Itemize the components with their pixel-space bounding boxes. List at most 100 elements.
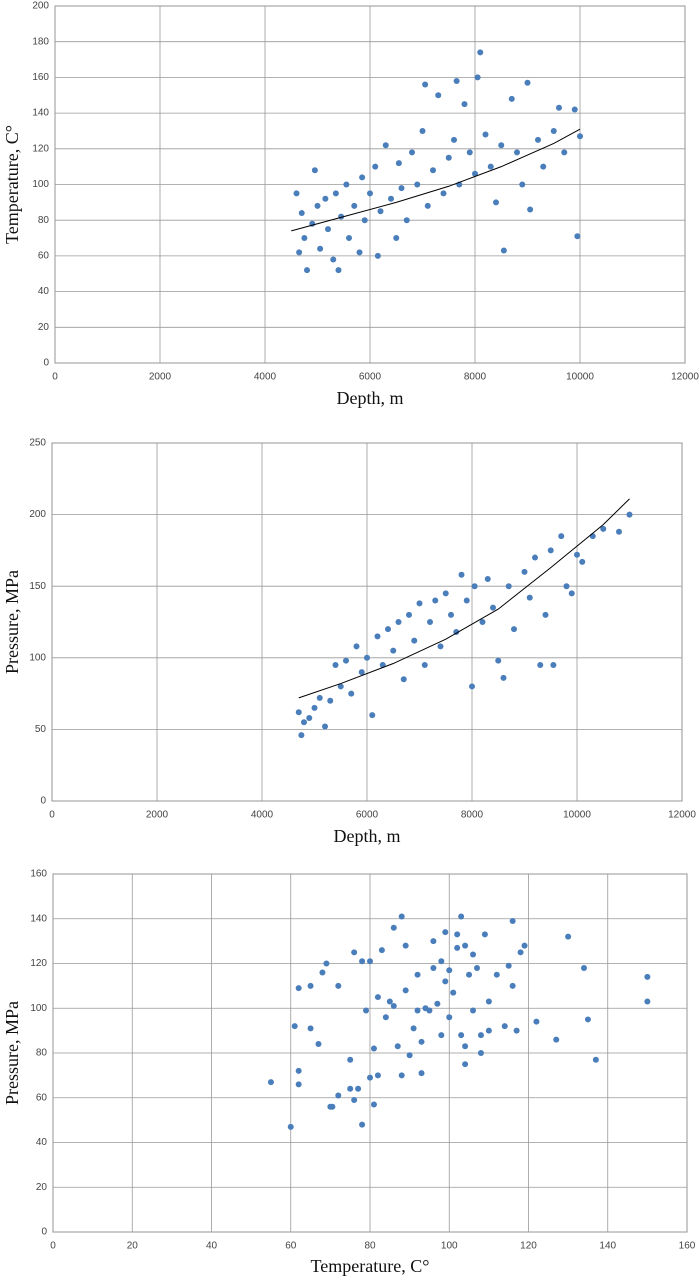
data-point: [500, 674, 507, 681]
data-point: [462, 942, 469, 949]
data-point: [458, 913, 465, 920]
data-point: [540, 163, 547, 170]
data-point: [537, 661, 544, 668]
data-point: [547, 547, 554, 554]
x-tick-label: 40: [206, 1241, 218, 1252]
data-point: [335, 982, 342, 989]
data-point: [451, 136, 457, 143]
x-tick-label: 6000: [356, 810, 379, 821]
x-tick-label: 140: [599, 1241, 616, 1252]
x-tick-label: 6000: [359, 372, 382, 383]
data-point: [470, 1007, 477, 1014]
data-point: [466, 149, 473, 156]
y-axis-title: Pressure, MPa: [2, 570, 22, 674]
data-point: [406, 611, 412, 618]
data-point: [329, 1103, 336, 1110]
data-point: [584, 1016, 591, 1023]
trendline: [298, 498, 630, 699]
data-point: [390, 647, 397, 654]
data-point: [390, 1003, 397, 1010]
data-point: [301, 719, 307, 726]
y-tick-label: 0: [43, 358, 49, 369]
data-point: [361, 217, 368, 224]
y-tick-label: 250: [29, 438, 46, 449]
data-point: [454, 944, 461, 951]
data-point: [448, 611, 454, 618]
data-point: [487, 163, 494, 170]
data-point: [644, 973, 651, 980]
data-point: [473, 964, 480, 971]
data-point: [514, 149, 520, 156]
data-point: [442, 929, 449, 936]
data-point: [367, 1074, 373, 1081]
data-point: [364, 654, 370, 661]
x-tick-label: 10000: [563, 810, 591, 821]
x-tick-label: 2000: [149, 372, 172, 383]
data-point: [445, 154, 452, 161]
data-point: [466, 971, 473, 978]
data-point: [558, 533, 565, 540]
x-tick-label: 8000: [464, 372, 487, 383]
y-tick-label: 50: [35, 724, 47, 735]
y-tick-label: 80: [36, 1048, 48, 1059]
data-point: [524, 79, 531, 86]
data-point: [484, 576, 491, 583]
x-tick-label: 160: [679, 1241, 696, 1252]
x-tick-label: 4000: [251, 810, 274, 821]
data-point: [323, 960, 330, 967]
x-tick-label: 0: [49, 810, 55, 821]
data-point: [563, 583, 570, 590]
data-point: [427, 619, 433, 625]
data-point: [370, 1045, 377, 1052]
data-point: [358, 669, 365, 676]
data-point: [403, 217, 410, 224]
data-point: [306, 714, 313, 721]
data-point: [626, 511, 633, 518]
data-point: [374, 633, 381, 640]
data-point: [377, 208, 384, 215]
data-point: [500, 247, 507, 254]
data-point: [493, 199, 499, 206]
y-tick-label: 200: [32, 1, 49, 12]
data-point: [393, 235, 400, 242]
data-point: [479, 619, 486, 625]
data-point: [343, 657, 349, 664]
data-point: [347, 1085, 354, 1092]
y-tick-label: 160: [32, 72, 49, 83]
data-point: [430, 964, 437, 971]
data-point: [574, 233, 581, 240]
data-point: [550, 661, 557, 668]
data-point: [438, 1032, 445, 1039]
x-tick-label: 12000: [671, 372, 699, 383]
data-point: [402, 987, 409, 994]
data-point: [267, 1079, 274, 1086]
data-point: [495, 657, 502, 664]
data-point: [317, 245, 324, 252]
data-point: [351, 1096, 358, 1103]
data-point: [367, 190, 373, 197]
y-tick-label: 100: [32, 179, 49, 190]
data-point: [332, 190, 339, 197]
x-tick-label: 100: [441, 1241, 458, 1252]
data-point: [314, 202, 321, 209]
data-point: [369, 712, 376, 719]
data-point: [410, 1025, 417, 1032]
data-point: [298, 210, 305, 217]
y-tick-label: 100: [29, 652, 46, 663]
data-point: [600, 525, 607, 532]
data-point: [616, 528, 622, 535]
y-tick-label: 120: [30, 958, 47, 969]
data-point: [351, 949, 358, 956]
data-point: [490, 604, 496, 611]
data-point: [574, 551, 580, 558]
y-tick-label: 60: [36, 1092, 48, 1103]
data-point: [469, 683, 475, 690]
data-point: [319, 969, 326, 976]
data-point: [304, 267, 310, 274]
y-tick-label: 140: [32, 108, 49, 119]
data-point: [505, 962, 512, 969]
data-point: [419, 127, 426, 134]
y-tick-label: 100: [30, 1003, 47, 1014]
data-point: [398, 1072, 405, 1079]
x-axis-title: Depth, m: [337, 388, 404, 408]
